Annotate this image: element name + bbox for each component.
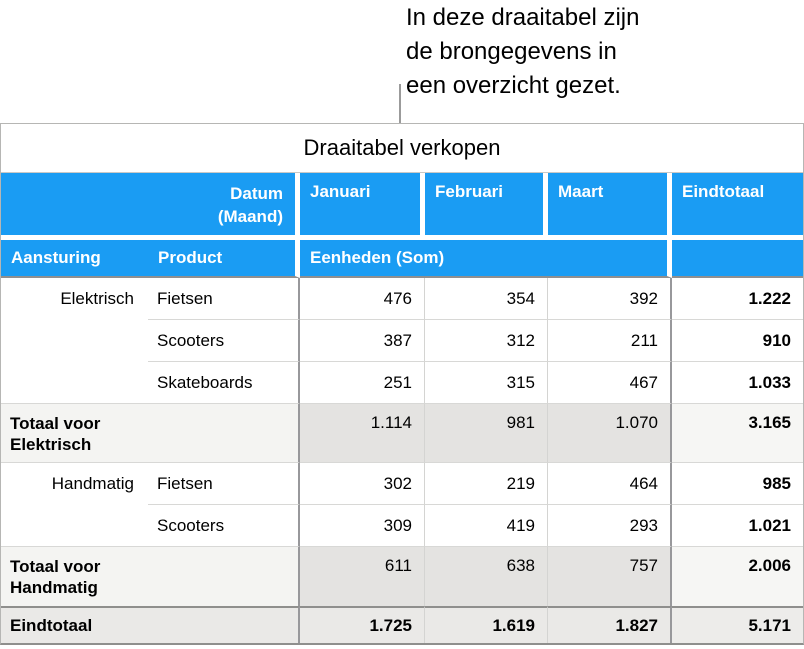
subtotal-elektrisch-maart: 1.070 (548, 404, 672, 463)
row-total-cell: 910 (672, 320, 803, 362)
group-label-handmatig: Handmatig (1, 463, 148, 547)
subtotal-handmatig-eindtotaal: 2.006 (672, 547, 803, 606)
table-row: Scooters 309 419 293 1.021 (1, 505, 803, 547)
value-elektrisch-fietsen-februari: 354 (425, 278, 548, 320)
subtotal-elektrisch-februari: 981 (425, 404, 548, 463)
value-handmatig-scooters-januari: 309 (300, 505, 425, 547)
annotation-line-2: de brongegevens in (406, 38, 617, 65)
grand-total-februari: 1.619 (425, 606, 548, 643)
product-cell: Fietsen (148, 463, 300, 505)
pivot-table-grid: Draaitabel verkopen Datum (Maand) Januar… (1, 124, 803, 643)
pivot-table: Draaitabel verkopen Datum (Maand) Januar… (0, 123, 804, 645)
value-elektrisch-skateboards-maart: 467 (548, 362, 672, 404)
product-cell: Scooters (148, 320, 300, 362)
value-elektrisch-skateboards-februari: 315 (425, 362, 548, 404)
row-total-cell: 1.021 (672, 505, 803, 547)
product-cell: Scooters (148, 505, 300, 547)
subtotal-handmatig-januari: 611 (300, 547, 425, 606)
row-total-cell: 985 (672, 463, 803, 505)
value-elektrisch-fietsen-januari: 476 (300, 278, 425, 320)
header-datum-line1: Datum (230, 184, 283, 203)
subtotal-elektrisch-januari: 1.114 (300, 404, 425, 463)
header-eindtotaal: Eindtotaal (672, 173, 803, 240)
grand-total-eindtotaal: 5.171 (672, 606, 803, 643)
row-header-row: Aansturing Product Eenheden (Som) (1, 240, 803, 278)
subtotal-fill-cell (148, 404, 300, 463)
subtotal-fill-cell (148, 547, 300, 606)
grand-total-row: Eindtotaal 1.725 1.619 1.827 5.171 (1, 606, 803, 643)
product-cell: Skateboards (148, 362, 300, 404)
row-total-cell: 1.222 (672, 278, 803, 320)
subtotal-label-handmatig: Totaal voor Handmatig (1, 547, 148, 606)
row-total-cell: 1.033 (672, 362, 803, 404)
callout-line (399, 84, 401, 124)
header-empty-cell (672, 240, 803, 278)
header-product: Product (148, 240, 300, 278)
annotation-line-1: In deze draaitabel zijn (406, 4, 640, 31)
grand-total-fill-cell (148, 606, 300, 643)
pivot-title: Draaitabel verkopen (1, 124, 803, 173)
value-elektrisch-scooters-februari: 312 (425, 320, 548, 362)
header-januari: Januari (300, 173, 425, 240)
value-handmatig-fietsen-februari: 219 (425, 463, 548, 505)
group-label-elektrisch: Elektrisch (1, 278, 148, 404)
subtotal-label-elektrisch: Totaal voor Elektrisch (1, 404, 148, 463)
annotation-text: In deze draaitabel zijn de brongegevens … (406, 1, 639, 103)
title-row: Draaitabel verkopen (1, 124, 803, 173)
column-header-row: Datum (Maand) Januari Februari Maart Ein… (1, 173, 803, 240)
header-eenheden-som: Eenheden (Som) (300, 240, 672, 278)
value-elektrisch-scooters-januari: 387 (300, 320, 425, 362)
header-aansturing: Aansturing (1, 240, 148, 278)
grand-total-maart: 1.827 (548, 606, 672, 643)
product-cell: Fietsen (148, 278, 300, 320)
subtotal-elektrisch-eindtotaal: 3.165 (672, 404, 803, 463)
header-datum-maand: Datum (Maand) (1, 173, 300, 240)
header-datum-line2: (Maand) (217, 207, 283, 226)
header-februari: Februari (425, 173, 548, 240)
table-row: Skateboards 251 315 467 1.033 (1, 362, 803, 404)
value-elektrisch-fietsen-maart: 392 (548, 278, 672, 320)
value-handmatig-fietsen-januari: 302 (300, 463, 425, 505)
value-handmatig-fietsen-maart: 464 (548, 463, 672, 505)
subtotal-row-elektrisch: Totaal voor Elektrisch 1.114 981 1.070 3… (1, 404, 803, 463)
subtotal-handmatig-februari: 638 (425, 547, 548, 606)
value-handmatig-scooters-februari: 419 (425, 505, 548, 547)
annotation-line-3: een overzicht gezet. (406, 72, 621, 99)
table-row: Handmatig Fietsen 302 219 464 985 (1, 463, 803, 547)
table-row: Scooters 387 312 211 910 (1, 320, 803, 362)
value-elektrisch-skateboards-januari: 251 (300, 362, 425, 404)
grand-total-januari: 1.725 (300, 606, 425, 643)
subtotal-handmatig-maart: 757 (548, 547, 672, 606)
subtotal-row-handmatig: Totaal voor Handmatig 611 638 757 2.006 (1, 547, 803, 606)
grand-total-label: Eindtotaal (1, 606, 148, 643)
table-row: Elektrisch Fietsen 476 354 392 1.222 (1, 278, 803, 404)
value-handmatig-scooters-maart: 293 (548, 505, 672, 547)
value-elektrisch-scooters-maart: 211 (548, 320, 672, 362)
header-maart: Maart (548, 173, 672, 240)
